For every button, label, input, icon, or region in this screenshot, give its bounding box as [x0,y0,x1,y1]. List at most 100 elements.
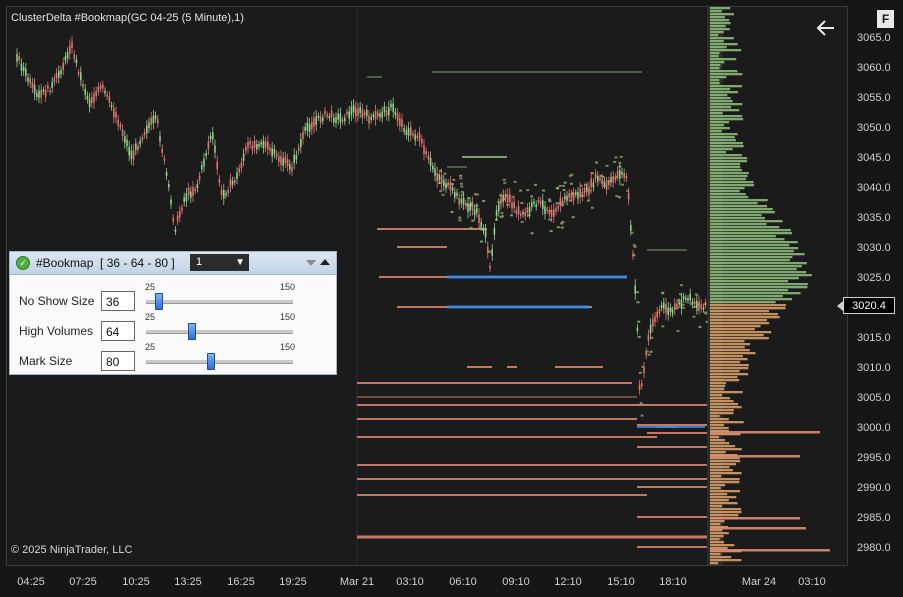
volume-profile-bar [710,307,786,310]
candle-body [528,207,531,214]
volume-profile-bar [710,133,738,136]
time-axis-label: 12:10 [554,576,582,588]
trade-mark [615,195,619,198]
volume-profile-bar [710,346,745,349]
candle-body [315,116,317,125]
candle-body [702,307,705,310]
no-show-size-slider-track[interactable] [146,300,293,304]
volume-profile-bar [710,535,724,538]
volume-profile-bar [710,403,738,406]
candle-body [231,180,234,185]
trade-mark [459,182,463,185]
volume-profile-bar [710,34,719,37]
candle-body [526,207,529,213]
volume-profile-bar [710,286,808,289]
slider-min-label: 25 [145,312,156,322]
trade-mark [560,226,564,229]
time-axis-label: 18:10 [659,576,687,588]
volume-profile-bar [710,316,780,319]
candle-body [146,125,148,134]
mark-size-slider-track[interactable] [146,360,293,364]
trade-mark [618,196,622,199]
volume-profile-bar [710,85,743,88]
time-axis-label: 03:10 [798,576,826,588]
volume-profile-bar [710,517,800,520]
candle-body [176,215,179,221]
volume-profile-bar [710,211,775,214]
trade-mark [613,160,617,163]
volume-profile-bar [710,373,749,376]
candle-body [209,135,212,140]
enabled-check-icon[interactable]: ✓ [16,256,30,270]
trade-mark [618,161,622,164]
candle-body [605,182,608,190]
trade-mark [595,161,599,164]
volume-profile-bar [710,46,727,49]
candle-body [632,253,634,257]
trade-mark [569,199,573,202]
candle-body [335,117,337,123]
trade-mark [571,216,575,219]
candle-body [687,298,689,301]
back-arrow-icon[interactable] [814,16,838,40]
candle-body [280,156,282,165]
trade-mark [638,371,642,374]
volume-profile-bar [710,10,722,13]
candle-body [104,90,106,94]
trade-mark [601,175,605,178]
no-show-size-input[interactable]: 36 [101,291,135,311]
level-select[interactable]: 1 ▼ [190,254,249,271]
trade-mark [588,189,592,192]
mark-size-input[interactable]: 80 [101,351,135,371]
volume-profile-bar [710,541,725,544]
volume-profile-bar [710,94,728,97]
high-volumes-input[interactable]: 64 [101,321,135,341]
candle-body [671,310,674,314]
volume-profile-bar [710,70,738,73]
trade-mark [637,335,641,338]
volume-profile-bar [710,127,730,130]
volume-profile-bar [710,91,739,94]
high-volumes-slider-track[interactable] [146,330,293,334]
candle-body [513,202,515,209]
candle-body [564,196,566,200]
candle-body [511,202,513,209]
current-price-badge: 3020.4 [837,297,895,314]
candle-body [346,111,348,114]
collapse-down-icon[interactable] [306,260,316,266]
candle-body [25,68,27,77]
volume-profile-bar [710,514,739,517]
candle-body [55,72,58,79]
candle-body [198,175,201,180]
volume-profile-bar [710,280,789,283]
trade-mark [548,218,552,221]
candle-body [218,178,221,183]
f-button[interactable]: F [877,10,894,28]
candle-body [190,191,192,198]
candle-body [520,213,522,216]
volume-profile-bar [710,559,742,562]
candle-body [170,199,172,205]
candle-body [258,144,260,147]
candle-body [172,217,174,222]
candle-body [465,203,467,206]
candle-body [194,188,196,192]
price-axis-label: 2985.0 [857,512,891,524]
candle-body [161,148,163,153]
candle-body [297,147,300,151]
candle-body [515,210,518,214]
high-volumes-slider-thumb[interactable] [187,323,196,340]
candle-body [396,113,399,121]
trade-mark [590,172,594,175]
candle-body [489,265,491,269]
volume-profile-bar [710,322,770,325]
candle-body [357,108,359,116]
mark-size-slider-thumb[interactable] [206,353,215,370]
collapse-up-icon[interactable] [320,259,330,265]
candle-body [159,135,161,142]
volume-profile-bar [710,19,730,22]
candle-body [421,138,423,144]
volume-profile-bar [710,547,728,550]
no-show-size-slider-thumb[interactable] [154,293,163,310]
candle-body [625,176,628,179]
